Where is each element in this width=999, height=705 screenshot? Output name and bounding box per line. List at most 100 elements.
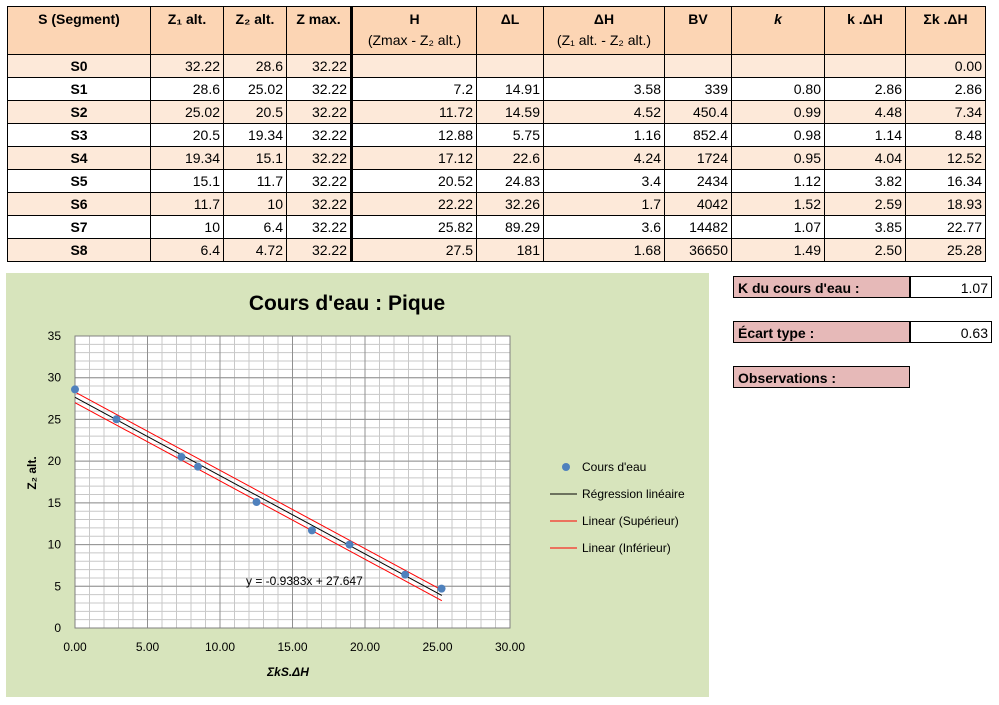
table-cell[interactable]: 4.52 <box>543 100 665 124</box>
table-cell[interactable]: 11.7 <box>223 169 287 193</box>
table-cell[interactable] <box>664 54 732 78</box>
k-value[interactable]: 1.07 <box>910 276 992 298</box>
table-cell[interactable]: 28.6 <box>223 54 287 78</box>
table-cell[interactable]: 4.04 <box>824 146 906 170</box>
table-cell[interactable]: 20.5 <box>223 100 287 124</box>
table-cell[interactable]: 11.7 <box>150 192 224 216</box>
table-cell[interactable]: 1.7 <box>543 192 665 216</box>
segment-name-cell[interactable]: S8 <box>7 238 151 262</box>
segment-name-cell[interactable]: S4 <box>7 146 151 170</box>
table-cell[interactable]: 25.82 <box>351 215 477 239</box>
table-cell[interactable]: 32.22 <box>286 238 353 262</box>
table-cell[interactable]: 3.4 <box>543 169 665 193</box>
table-cell[interactable]: 4042 <box>664 192 732 216</box>
table-cell[interactable]: 32.22 <box>286 169 353 193</box>
table-cell[interactable]: 14.59 <box>476 100 544 124</box>
table-cell[interactable] <box>476 54 544 78</box>
table-cell[interactable]: 89.29 <box>476 215 544 239</box>
table-cell[interactable]: 0.00 <box>905 54 986 78</box>
table-cell[interactable]: 3.85 <box>824 215 906 239</box>
table-cell[interactable]: 16.34 <box>905 169 986 193</box>
segment-name-cell[interactable]: S5 <box>7 169 151 193</box>
table-cell[interactable]: 2434 <box>664 169 732 193</box>
table-cell[interactable]: 6.4 <box>223 215 287 239</box>
table-cell[interactable] <box>731 54 825 78</box>
table-cell[interactable]: 4.48 <box>824 100 906 124</box>
segment-name-cell[interactable]: S7 <box>7 215 151 239</box>
table-cell[interactable]: 2.59 <box>824 192 906 216</box>
table-cell[interactable]: 10 <box>223 192 287 216</box>
table-cell[interactable]: 32.22 <box>286 100 353 124</box>
table-cell[interactable]: 32.22 <box>286 215 353 239</box>
table-cell[interactable]: 12.52 <box>905 146 986 170</box>
table-cell[interactable]: 339 <box>664 77 732 101</box>
table-cell[interactable]: 19.34 <box>223 123 287 147</box>
table-cell[interactable]: 20.5 <box>150 123 224 147</box>
table-cell[interactable]: 25.02 <box>150 100 224 124</box>
segment-name-cell[interactable]: S6 <box>7 192 151 216</box>
table-cell[interactable]: 3.82 <box>824 169 906 193</box>
table-cell[interactable]: 22.22 <box>351 192 477 216</box>
table-cell[interactable]: 32.22 <box>150 54 224 78</box>
table-cell[interactable]: 32.22 <box>286 123 353 147</box>
segment-name-cell[interactable]: S3 <box>7 123 151 147</box>
table-cell[interactable]: 0.98 <box>731 123 825 147</box>
table-cell[interactable] <box>351 54 477 78</box>
segment-name-cell[interactable]: S0 <box>7 54 151 78</box>
table-cell[interactable]: 3.6 <box>543 215 665 239</box>
table-cell[interactable]: 4.72 <box>223 238 287 262</box>
table-cell[interactable]: 25.28 <box>905 238 986 262</box>
table-cell[interactable]: 14482 <box>664 215 732 239</box>
table-cell[interactable]: 14.91 <box>476 77 544 101</box>
table-cell[interactable]: 1.68 <box>543 238 665 262</box>
table-cell[interactable]: 0.95 <box>731 146 825 170</box>
table-cell[interactable]: 4.24 <box>543 146 665 170</box>
segment-name-cell[interactable]: S2 <box>7 100 151 124</box>
table-cell[interactable]: 36650 <box>664 238 732 262</box>
table-cell[interactable]: 8.48 <box>905 123 986 147</box>
table-cell[interactable]: 1.07 <box>731 215 825 239</box>
table-cell[interactable]: 32.22 <box>286 77 353 101</box>
table-cell[interactable]: 3.58 <box>543 77 665 101</box>
table-cell[interactable]: 32.22 <box>286 146 353 170</box>
table-cell[interactable]: 24.83 <box>476 169 544 193</box>
table-cell[interactable]: 2.86 <box>905 77 986 101</box>
table-cell[interactable]: 25.02 <box>223 77 287 101</box>
table-cell[interactable]: 1.12 <box>731 169 825 193</box>
table-cell[interactable]: 1724 <box>664 146 732 170</box>
table-cell[interactable]: 18.93 <box>905 192 986 216</box>
table-cell[interactable]: 10 <box>150 215 224 239</box>
table-cell[interactable]: 5.75 <box>476 123 544 147</box>
table-cell[interactable]: 32.26 <box>476 192 544 216</box>
table-cell[interactable]: 852.4 <box>664 123 732 147</box>
table-cell[interactable]: 28.6 <box>150 77 224 101</box>
table-cell[interactable]: 181 <box>476 238 544 262</box>
table-cell[interactable]: 7.2 <box>351 77 477 101</box>
table-cell[interactable]: 32.22 <box>286 54 353 78</box>
table-cell[interactable]: 1.16 <box>543 123 665 147</box>
table-cell[interactable]: 17.12 <box>351 146 477 170</box>
table-cell[interactable]: 27.5 <box>351 238 477 262</box>
segment-name-cell[interactable]: S1 <box>7 77 151 101</box>
table-cell[interactable]: 2.50 <box>824 238 906 262</box>
table-cell[interactable]: 1.49 <box>731 238 825 262</box>
table-cell[interactable]: 2.86 <box>824 77 906 101</box>
ecart-type-value[interactable]: 0.63 <box>910 321 992 343</box>
table-cell[interactable]: 15.1 <box>150 169 224 193</box>
table-cell[interactable]: 0.80 <box>731 77 825 101</box>
table-cell[interactable]: 15.1 <box>223 146 287 170</box>
table-cell[interactable] <box>543 54 665 78</box>
table-cell[interactable]: 22.6 <box>476 146 544 170</box>
table-cell[interactable]: 12.88 <box>351 123 477 147</box>
table-cell[interactable]: 450.4 <box>664 100 732 124</box>
table-cell[interactable]: 1.52 <box>731 192 825 216</box>
table-cell[interactable]: 20.52 <box>351 169 477 193</box>
table-cell[interactable]: 7.34 <box>905 100 986 124</box>
table-cell[interactable]: 0.99 <box>731 100 825 124</box>
table-cell[interactable]: 6.4 <box>150 238 224 262</box>
table-cell[interactable]: 22.77 <box>905 215 986 239</box>
table-cell[interactable]: 1.14 <box>824 123 906 147</box>
table-cell[interactable]: 11.72 <box>351 100 477 124</box>
table-cell[interactable] <box>824 54 906 78</box>
table-cell[interactable]: 19.34 <box>150 146 224 170</box>
